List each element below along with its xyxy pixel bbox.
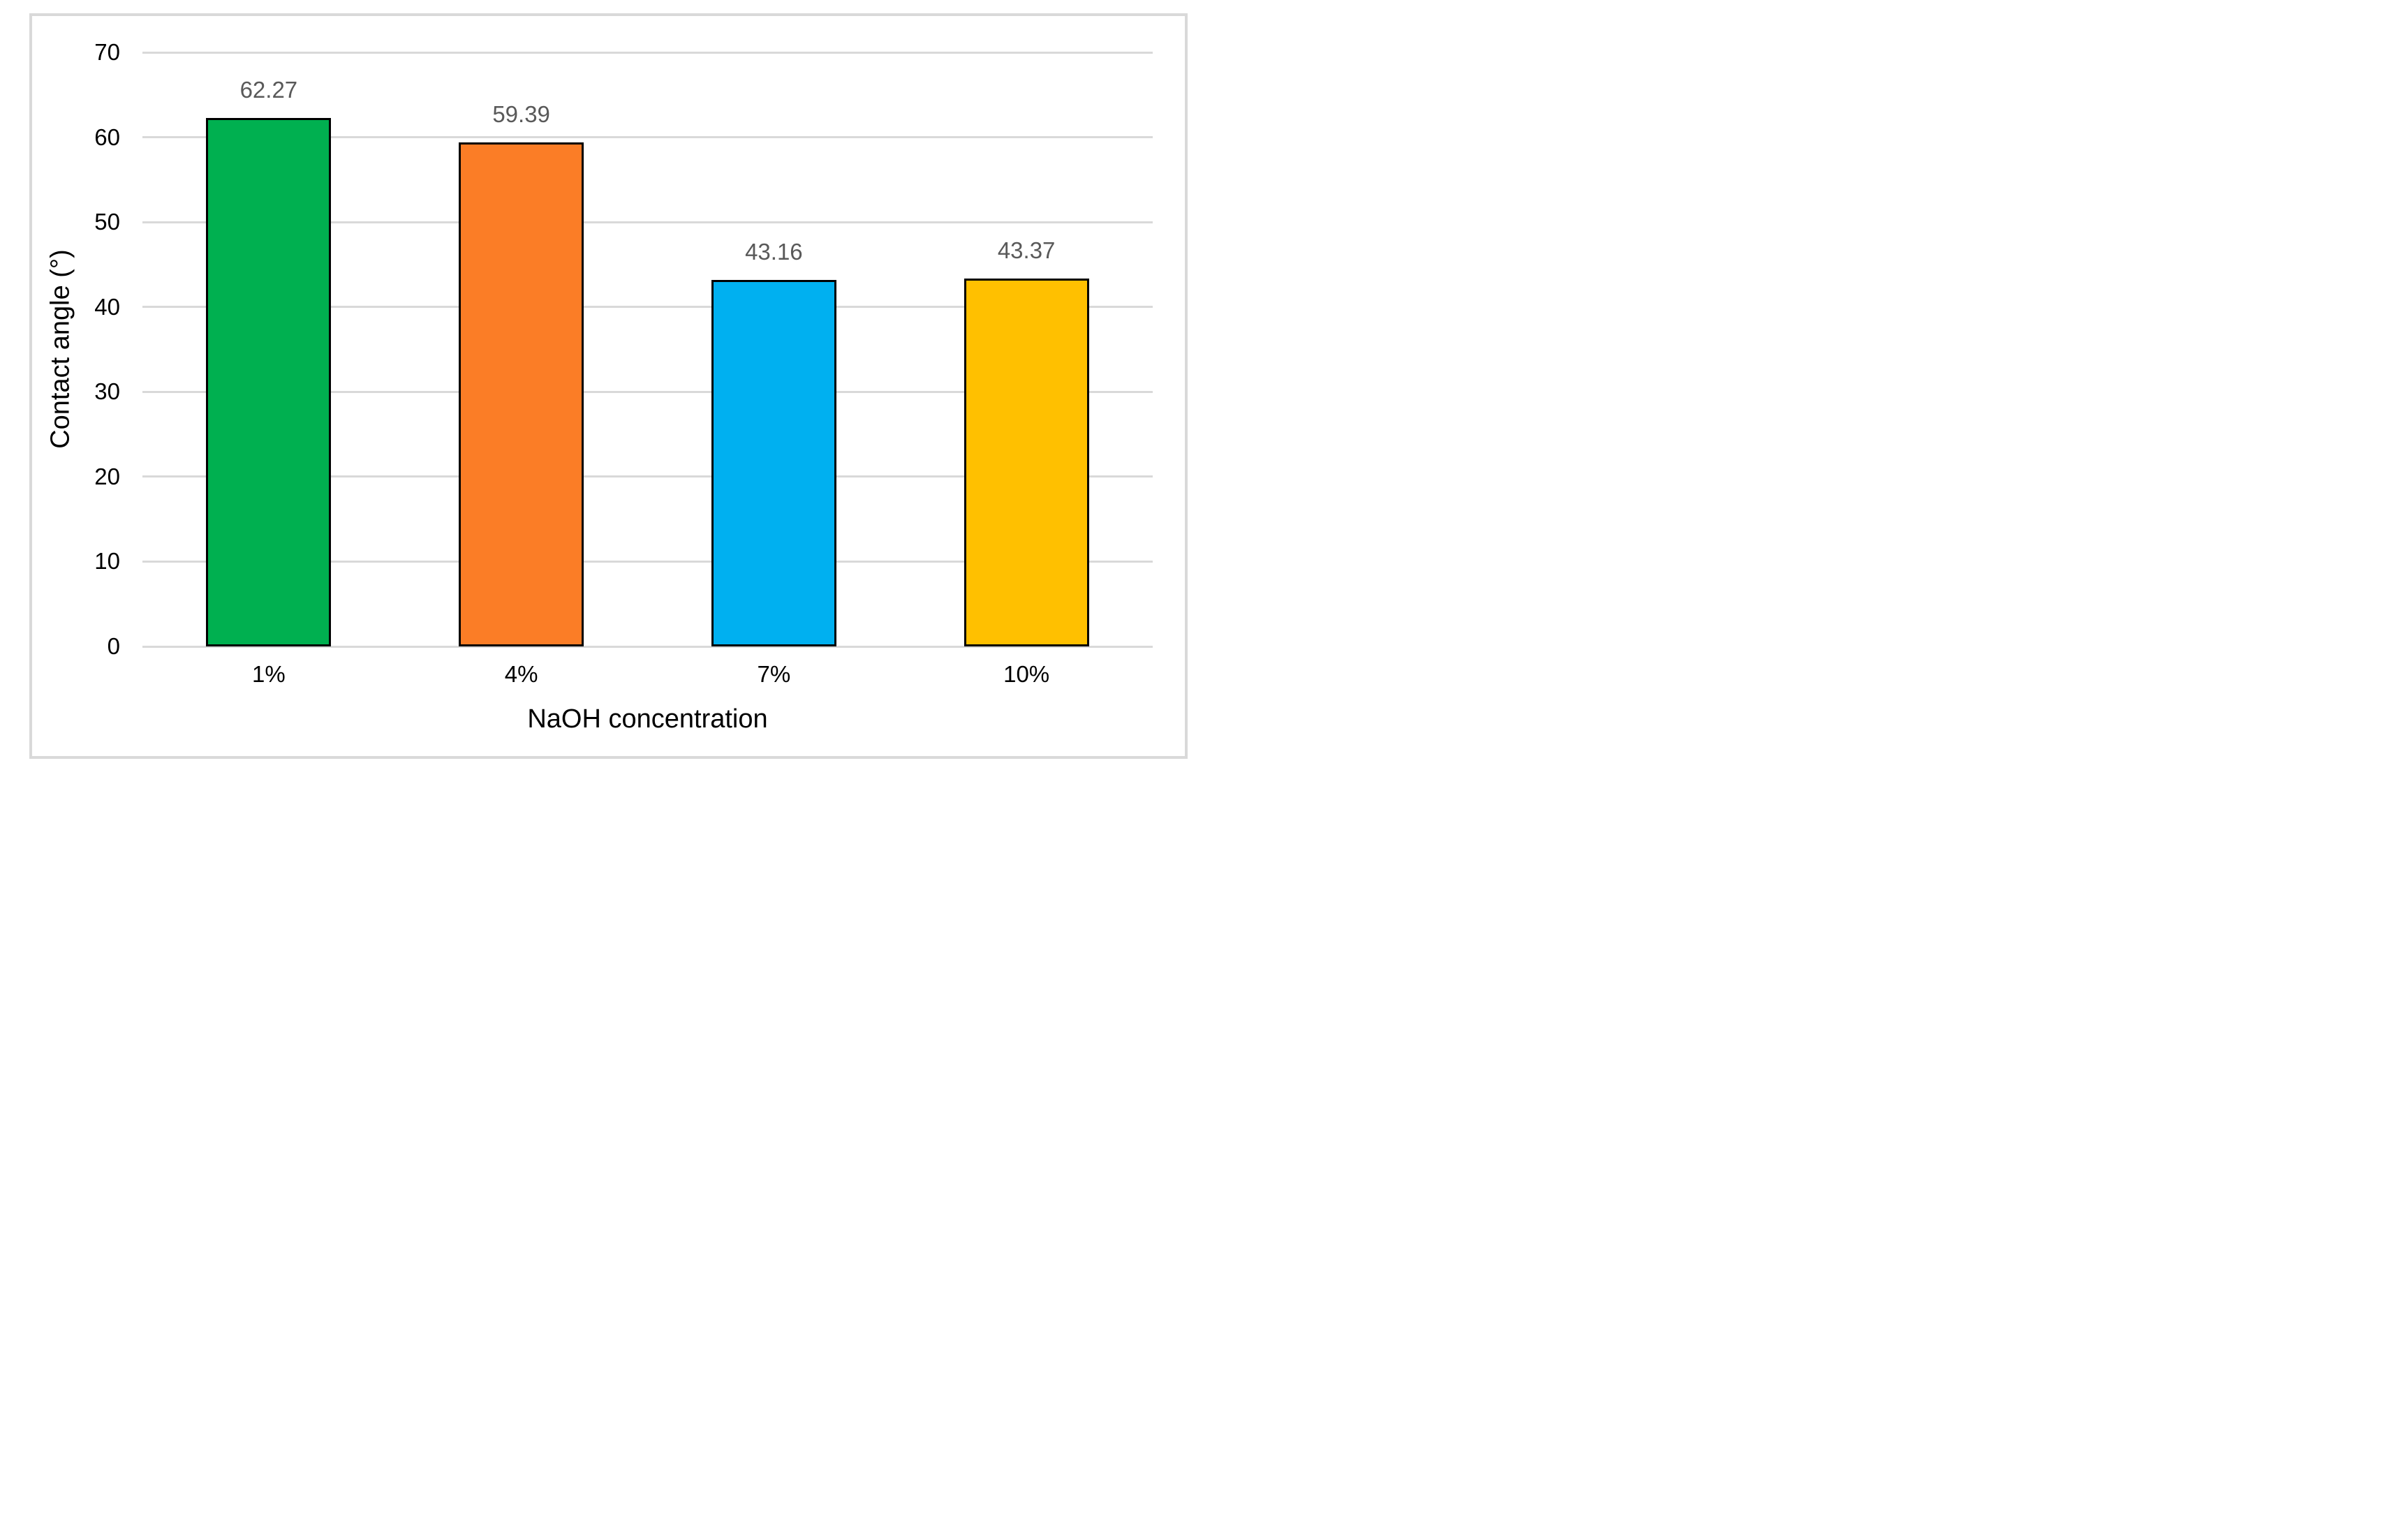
y-tick-label: 10 — [94, 548, 120, 575]
bar-4% — [459, 142, 584, 646]
x-category-label-4%: 4% — [504, 661, 538, 687]
bars-container: 62.27 59.39 43.16 43.37 — [142, 52, 1153, 646]
x-axis-title: NaOH concentration — [527, 704, 768, 734]
y-tick-label: 30 — [94, 378, 120, 405]
bar-slot-4%: 59.39 — [395, 52, 648, 646]
gridline-y-10 — [142, 560, 1153, 563]
y-tick-label: 60 — [94, 124, 120, 150]
gridline-y-40 — [142, 306, 1153, 309]
gridline-y-20 — [142, 475, 1153, 478]
gridline-y-60 — [142, 136, 1153, 139]
bar-7% — [711, 280, 836, 646]
data-label-4%: 59.39 — [492, 101, 550, 127]
bar-slot-7%: 43.16 — [648, 52, 901, 646]
gridline-y-0 — [142, 645, 1153, 648]
y-tick-label: 50 — [94, 209, 120, 235]
gridline-y-50 — [142, 221, 1153, 223]
y-tick-label: 20 — [94, 463, 120, 489]
y-tick-label: 0 — [107, 633, 120, 659]
y-axis-tick-labels: 0 10 20 30 40 50 60 70 — [32, 39, 120, 659]
chart-page: Contact angle (°) 0 10 20 30 40 50 60 70 62.27 5… — [0, 0, 1196, 770]
x-category-label-10%: 10% — [1003, 661, 1050, 687]
bar-slot-1%: 62.27 — [142, 52, 395, 646]
data-label-10%: 43.37 — [997, 237, 1056, 263]
bar-1% — [206, 117, 332, 646]
gridline-y-30 — [142, 390, 1153, 393]
plot-area: 62.27 59.39 43.16 43.37 — [142, 51, 1153, 648]
chart-frame: Contact angle (°) 0 10 20 30 40 50 60 70 62.27 5… — [29, 13, 1188, 759]
x-axis-category-labels: 1% 4% 7% 10% — [142, 659, 1153, 690]
bar-slot-10%: 43.37 — [900, 52, 1153, 646]
x-category-label-1%: 1% — [252, 661, 286, 687]
gridline-y-70 — [142, 51, 1153, 54]
x-category-label-7%: 7% — [757, 661, 791, 687]
data-label-7%: 43.16 — [745, 239, 803, 265]
bar-10% — [964, 278, 1089, 646]
data-label-1%: 62.27 — [239, 76, 298, 103]
y-tick-label: 70 — [94, 39, 120, 65]
y-tick-label: 40 — [94, 293, 120, 320]
